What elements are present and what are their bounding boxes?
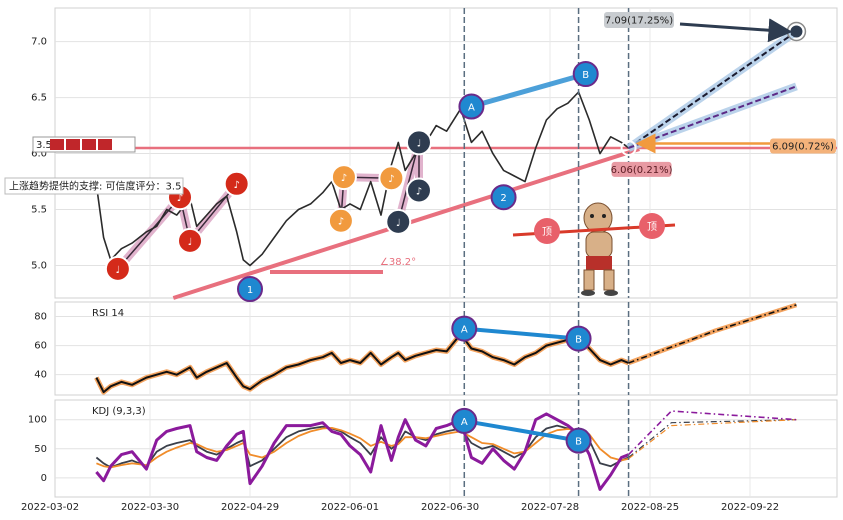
pattern-marker [385, 208, 412, 235]
pattern-label: B [575, 335, 582, 346]
y-tick-label: 100 [28, 415, 47, 426]
score-block [66, 139, 80, 150]
pattern-marker [223, 170, 250, 197]
series-line [628, 410, 797, 456]
x-tick-label: 2022-06-01 [321, 502, 379, 513]
background-layer: 5.0 5.5 6.0 6.5 7.0 40 60 80 RSI 14 0 50 100 KDJ (9,… [21, 7, 838, 513]
pattern-marker [378, 165, 405, 192]
panel-title: KDJ (9,3,3) [92, 406, 146, 417]
target-dot [790, 25, 803, 38]
series-line [95, 412, 630, 491]
pattern-label: ♩ [188, 237, 193, 248]
support-label: 上涨趋势提供的支撑: 可信度评分：3.5 [9, 180, 181, 193]
level-label: 6.06(0.21%) [611, 165, 673, 176]
pattern-label: ♪ [338, 217, 344, 228]
y-tick-label: 40 [34, 370, 47, 381]
x-tick-label: 2022-03-30 [121, 502, 179, 513]
score-block [82, 139, 96, 150]
pattern-marker [104, 255, 131, 282]
pattern-label: B [575, 437, 582, 448]
y-tick-label: 80 [34, 312, 47, 323]
pattern-marker [451, 315, 478, 342]
x-tick-label: 2022-09-22 [721, 502, 779, 513]
top-mark [639, 213, 665, 239]
angle-label: ∠38.2° [380, 257, 416, 268]
pattern-label: ♩ [115, 265, 120, 276]
y-tick-label: 6.0 [31, 149, 47, 160]
pattern-label: A [461, 325, 468, 336]
panel-title: RSI 14 [92, 308, 124, 319]
pattern-marker [565, 427, 592, 454]
score-block [50, 139, 64, 150]
x-tick-label: 2022-06-30 [421, 502, 479, 513]
pattern-label: 2 [500, 193, 506, 204]
series-line [95, 333, 629, 394]
level-label: 6.09(0.72%) [772, 141, 834, 152]
target-label-box [604, 12, 674, 28]
divergence-line [463, 418, 579, 443]
pattern-marker [405, 177, 432, 204]
y-tick-label: 5.0 [31, 261, 47, 272]
wave-line [117, 183, 238, 270]
target-label: 7.09(17.25%) [605, 16, 673, 27]
pattern-label: ♪ [233, 180, 239, 191]
score-block [98, 139, 112, 150]
divergence-line [464, 326, 579, 341]
pattern-marker [458, 93, 485, 120]
pattern-marker [405, 129, 432, 156]
target-arrow [679, 18, 793, 43]
y-tick-label: 6.5 [31, 93, 47, 104]
x-tick-label: 2022-03-02 [21, 502, 79, 513]
pattern-marker [327, 207, 354, 234]
pattern-marker [330, 164, 357, 191]
pattern-marker [451, 407, 478, 434]
y-tick-label: 60 [34, 341, 47, 352]
panel-frame [54, 301, 838, 396]
pattern-label: ♩ [417, 138, 422, 149]
pattern-label: ♪ [341, 173, 347, 184]
pattern-marker [237, 276, 263, 303]
pattern-label: A [468, 103, 475, 114]
x-tick-label: 2022-07-28 [521, 502, 579, 513]
pattern-label: ♩ [396, 218, 401, 229]
wave-halo [470, 71, 587, 109]
pattern-label: ♪ [388, 174, 394, 185]
pattern-label: 1 [247, 285, 253, 296]
top-mark-label: 顶 [542, 226, 552, 238]
cartoon-figure [581, 202, 618, 296]
pattern-label: A [461, 417, 468, 428]
top-mark [534, 218, 560, 244]
pattern-marker [490, 184, 517, 211]
pattern-marker [572, 61, 599, 88]
x-tick-label: 2022-04-29 [221, 502, 279, 513]
y-tick-label: 50 [34, 444, 47, 455]
y-tick-label: 7.0 [31, 37, 47, 48]
support-label-box [4, 177, 184, 195]
series-line [96, 427, 629, 469]
projection-line [628, 30, 797, 149]
panel-frame [54, 7, 838, 299]
projection-line [628, 85, 797, 149]
x-tick-label: 2022-08-25 [621, 502, 679, 513]
level-label-box [611, 161, 672, 177]
level-label-box [770, 138, 836, 154]
series-line [628, 419, 797, 460]
series-line [628, 419, 797, 458]
pattern-label: ♪ [416, 187, 422, 198]
pattern-marker [565, 325, 592, 352]
pattern-label: ♪ [177, 193, 183, 204]
top-mark-label: 顶 [647, 221, 657, 233]
series-line [628, 304, 797, 364]
y-tick-label: 5.5 [31, 205, 47, 216]
pattern-label: B [582, 70, 589, 81]
score-label: 3.5 [36, 140, 52, 151]
annotation-layer: ♩ ♪ ♩ ♪ ♪ ♪ ♪ ♩ ♩ ♪ 1 2 A B 7.09(17.25%) 6.09(0.72%) 6.0… [4, 8, 836, 497]
pattern-marker [177, 227, 203, 254]
y-tick-label: 0 [41, 473, 47, 484]
